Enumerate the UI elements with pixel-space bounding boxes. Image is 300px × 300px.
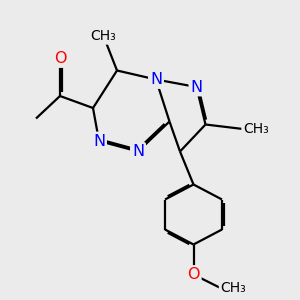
- Text: CH₃: CH₃: [220, 281, 246, 295]
- Text: CH₃: CH₃: [243, 122, 269, 136]
- Text: N: N: [190, 80, 202, 94]
- Text: O: O: [54, 51, 66, 66]
- Text: N: N: [93, 134, 105, 148]
- Text: N: N: [132, 144, 144, 159]
- Text: O: O: [187, 267, 200, 282]
- Text: CH₃: CH₃: [91, 29, 116, 43]
- Text: N: N: [150, 72, 162, 87]
